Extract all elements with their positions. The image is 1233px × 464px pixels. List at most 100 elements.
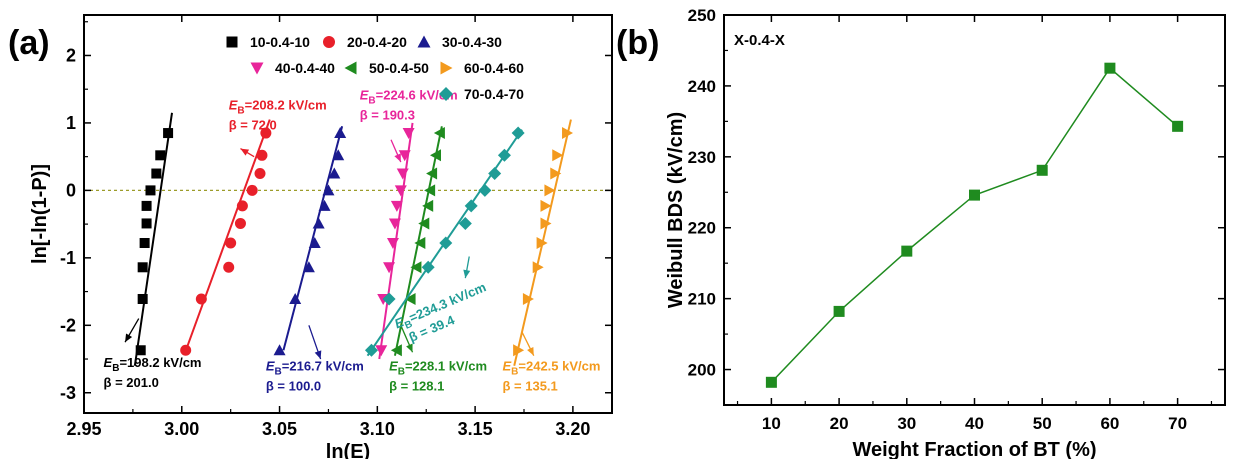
data-point bbox=[388, 218, 401, 230]
panel-label: (a) bbox=[8, 24, 50, 62]
data-point bbox=[195, 293, 207, 305]
beta-label: β = 72.0 bbox=[229, 117, 277, 132]
annotation-arrow bbox=[240, 148, 255, 158]
x-axis-label: Weight Fraction of BT (%) bbox=[852, 439, 1096, 459]
fit-line bbox=[133, 112, 173, 366]
data-point bbox=[302, 261, 315, 273]
data-point bbox=[458, 216, 472, 230]
x-tick-label: 3.05 bbox=[262, 419, 297, 439]
legend-item: 40-0.4-40 bbox=[250, 60, 335, 76]
y-axis-label: Weibull BDS (kV/cm) bbox=[665, 112, 687, 308]
y-tick-label: 200 bbox=[688, 361, 716, 380]
x-tick-label: 10 bbox=[762, 414, 781, 433]
panel-a: 2.95 3.00 3.05 3.10 3.15 3.20 -3 -2 -1 0 1 2 ln(E) ln… bbox=[8, 14, 613, 463]
legend-item: 60-0.4-60 bbox=[440, 60, 524, 76]
data-point bbox=[562, 127, 574, 140]
legend-marker bbox=[439, 87, 453, 101]
x-tick-label: 70 bbox=[1168, 414, 1187, 433]
legend-marker bbox=[250, 62, 264, 75]
data-point bbox=[254, 168, 266, 180]
data-point bbox=[390, 344, 402, 357]
data-point bbox=[1036, 164, 1048, 176]
data-point bbox=[334, 127, 347, 139]
x-tick-label: 3.15 bbox=[458, 419, 493, 439]
data-point bbox=[308, 237, 321, 249]
annotation-arrow bbox=[390, 139, 402, 163]
y-tick-label: 1 bbox=[66, 113, 76, 133]
panel-b: 10 20 30 40 50 60 70 200 210 220 230 240 250 Weight F… bbox=[616, 6, 1226, 461]
annotation-arrow-head bbox=[406, 343, 413, 353]
annotation-arrow bbox=[463, 256, 471, 279]
data-point bbox=[141, 200, 152, 211]
series-30-0.4-30 bbox=[273, 126, 347, 356]
legend-marker bbox=[344, 61, 357, 75]
data-point bbox=[532, 261, 544, 274]
data-point bbox=[464, 199, 478, 213]
x-tick-label: 40 bbox=[965, 414, 984, 433]
y-tick-label: -2 bbox=[60, 315, 76, 335]
data-point bbox=[163, 128, 174, 139]
annotation-10-0.4-10: EB=198.2 kV/cmβ = 201.0 bbox=[104, 318, 202, 390]
data-point bbox=[223, 261, 235, 273]
annotation-20-0.4-20: EB=208.2 kV/cmβ = 72.0 bbox=[229, 97, 327, 158]
data-point bbox=[382, 292, 396, 306]
data-point bbox=[544, 184, 556, 197]
eb-label: EB=216.7 kV/cm bbox=[266, 359, 364, 378]
data-point bbox=[139, 238, 150, 249]
data-point bbox=[833, 305, 845, 317]
data-point bbox=[141, 218, 152, 229]
y-tick-label: 2 bbox=[66, 45, 76, 65]
legend-item: 30-0.4-30 bbox=[417, 34, 502, 50]
x-tick-label: 30 bbox=[897, 414, 916, 433]
legend-marker bbox=[440, 61, 453, 75]
data-point bbox=[386, 238, 399, 250]
x-tick-label: 60 bbox=[1100, 414, 1119, 433]
x-tick-label: 3.10 bbox=[360, 419, 395, 439]
plot-frame-a bbox=[83, 14, 613, 414]
data-point bbox=[328, 167, 341, 179]
data-point bbox=[396, 168, 409, 180]
series-70-0.4-70 bbox=[364, 126, 525, 357]
data-point bbox=[151, 168, 162, 179]
y-tick-label: 240 bbox=[688, 77, 716, 96]
beta-label: β = 190.3 bbox=[360, 107, 415, 122]
data-point bbox=[256, 149, 268, 161]
annotation-60-0.4-60: EB=242.5 kV/cmβ = 135.1 bbox=[502, 331, 600, 394]
data-point bbox=[488, 167, 502, 181]
data-point bbox=[375, 345, 388, 357]
beta-label: β = 100.0 bbox=[266, 379, 321, 394]
data-point bbox=[421, 260, 435, 274]
data-point bbox=[398, 150, 411, 162]
data-point bbox=[236, 200, 248, 212]
data-point bbox=[234, 217, 246, 229]
data-point bbox=[410, 261, 422, 274]
y-tick-label: 210 bbox=[688, 290, 716, 309]
y-tick-label: -3 bbox=[60, 383, 76, 403]
data-point bbox=[312, 217, 325, 229]
data-point bbox=[540, 217, 552, 230]
data-point bbox=[135, 345, 146, 356]
annotation-arrow bbox=[308, 325, 322, 360]
beta-label: β = 135.1 bbox=[502, 379, 557, 394]
eb-label: EB=198.2 kV/cm bbox=[104, 355, 202, 374]
y-tick-label: 220 bbox=[688, 219, 716, 238]
legend-label: 70-0.4-70 bbox=[464, 86, 524, 102]
legend-marker bbox=[323, 36, 335, 48]
data-point bbox=[260, 127, 272, 139]
legend-item: 50-0.4-50 bbox=[344, 60, 429, 76]
y-tick-label: 230 bbox=[688, 148, 716, 167]
legend-marker bbox=[226, 36, 238, 48]
plot-frame-b bbox=[723, 14, 1226, 406]
annotation-arrow-head bbox=[240, 148, 250, 156]
data-point bbox=[540, 199, 552, 212]
legend-marker bbox=[417, 35, 431, 48]
data-point bbox=[273, 344, 286, 356]
data-point bbox=[155, 150, 166, 161]
data-point bbox=[383, 262, 396, 274]
fit-line bbox=[282, 126, 344, 351]
eb-label: EB=224.6 kV/cm bbox=[360, 87, 458, 106]
data-point bbox=[394, 185, 407, 197]
annotation-arrow bbox=[400, 325, 414, 353]
data-point bbox=[1104, 62, 1116, 74]
data-point bbox=[418, 217, 430, 230]
